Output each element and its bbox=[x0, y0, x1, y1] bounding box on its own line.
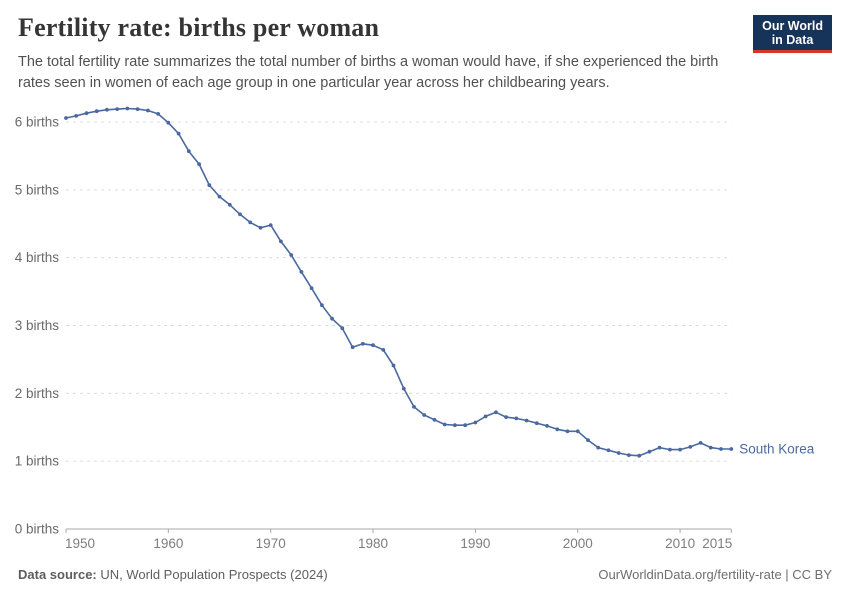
data-point bbox=[698, 441, 703, 445]
data-point bbox=[453, 423, 457, 428]
data-point bbox=[432, 417, 437, 422]
data-point bbox=[299, 270, 304, 274]
data-point bbox=[442, 422, 447, 427]
data-point bbox=[186, 149, 191, 154]
data-point bbox=[268, 223, 273, 228]
data-point bbox=[678, 447, 682, 452]
owid-logo-line2: in Data bbox=[771, 33, 814, 47]
data-point bbox=[422, 413, 427, 417]
y-tick-label: 3 births bbox=[15, 318, 60, 333]
data-point bbox=[248, 220, 253, 225]
y-tick-label: 2 births bbox=[15, 386, 60, 401]
data-point bbox=[135, 107, 140, 111]
data-point bbox=[238, 212, 242, 217]
data-point bbox=[647, 449, 652, 454]
data-point bbox=[504, 415, 508, 419]
data-point bbox=[258, 225, 263, 230]
data-point bbox=[616, 451, 621, 455]
data-point bbox=[524, 418, 529, 423]
data-point bbox=[401, 386, 406, 391]
x-tick-label: 1980 bbox=[358, 536, 388, 551]
footer-source-label: Data source: bbox=[18, 567, 97, 582]
data-point bbox=[125, 106, 130, 111]
data-point bbox=[350, 345, 355, 350]
data-point bbox=[176, 131, 181, 136]
data-point bbox=[320, 303, 324, 308]
data-point bbox=[381, 348, 386, 352]
data-point bbox=[84, 111, 89, 116]
data-point bbox=[575, 429, 580, 434]
data-point bbox=[473, 420, 478, 425]
data-point bbox=[534, 421, 539, 426]
data-point bbox=[719, 447, 723, 451]
data-point bbox=[463, 423, 468, 428]
data-point bbox=[105, 107, 109, 112]
chart-footer: Data source: UN, World Population Prospe… bbox=[18, 567, 832, 582]
y-tick-label: 0 births bbox=[15, 522, 60, 537]
footer-source: Data source: UN, World Population Prospe… bbox=[18, 567, 328, 582]
data-point bbox=[391, 363, 396, 368]
data-point bbox=[514, 416, 519, 421]
data-point bbox=[227, 202, 232, 207]
data-point bbox=[483, 414, 488, 419]
x-tick-label: 1960 bbox=[153, 536, 183, 551]
footer-source-text: UN, World Population Prospects (2024) bbox=[96, 567, 328, 582]
data-point bbox=[708, 445, 713, 450]
page-title: Fertility rate: births per woman bbox=[18, 13, 380, 42]
data-point bbox=[565, 429, 570, 434]
series-end-label: South Korea bbox=[739, 441, 815, 456]
data-point bbox=[729, 447, 734, 451]
data-point bbox=[586, 438, 590, 442]
data-point bbox=[360, 341, 365, 346]
data-point bbox=[627, 453, 631, 457]
data-point bbox=[309, 286, 314, 291]
owid-logo[interactable]: Our World in Data bbox=[753, 15, 832, 53]
data-point bbox=[545, 424, 549, 428]
data-point bbox=[74, 114, 79, 118]
x-tick-label: 2000 bbox=[563, 536, 593, 551]
y-tick-label: 5 births bbox=[15, 182, 60, 197]
x-tick-label: 1950 bbox=[65, 536, 95, 551]
data-point bbox=[115, 107, 120, 111]
data-point bbox=[606, 448, 611, 453]
data-point bbox=[668, 447, 672, 452]
data-point bbox=[555, 427, 560, 432]
data-point bbox=[156, 112, 161, 116]
x-tick-label: 1970 bbox=[256, 536, 286, 551]
data-point bbox=[412, 405, 416, 409]
data-point bbox=[596, 445, 601, 450]
data-point bbox=[330, 316, 334, 321]
data-point bbox=[657, 445, 662, 450]
data-point bbox=[94, 109, 99, 114]
y-tick-label: 4 births bbox=[15, 250, 60, 265]
series-line bbox=[65, 107, 733, 457]
data-point bbox=[64, 116, 68, 120]
data-point bbox=[207, 183, 212, 188]
chart-subtitle: The total fertility rate summarizes the … bbox=[18, 54, 719, 91]
data-point bbox=[217, 194, 222, 199]
data-point bbox=[146, 108, 150, 113]
owid-logo-line1: Our World bbox=[762, 19, 823, 33]
data-point bbox=[197, 162, 202, 167]
data-point bbox=[637, 453, 642, 458]
x-tick-label: 2015 bbox=[702, 536, 732, 551]
data-point bbox=[371, 343, 375, 348]
y-tick-label: 6 births bbox=[15, 115, 60, 130]
data-point bbox=[289, 253, 294, 257]
data-point bbox=[279, 239, 283, 244]
footer-license-link[interactable]: OurWorldinData.org/fertility-rate | CC B… bbox=[598, 567, 832, 582]
y-tick-label: 1 births bbox=[15, 454, 60, 469]
data-point bbox=[494, 410, 498, 415]
data-point bbox=[166, 120, 171, 125]
data-point bbox=[688, 445, 693, 449]
x-tick-label: 1990 bbox=[460, 536, 490, 551]
x-tick-label: 2010 bbox=[665, 536, 695, 551]
data-point bbox=[340, 326, 345, 331]
